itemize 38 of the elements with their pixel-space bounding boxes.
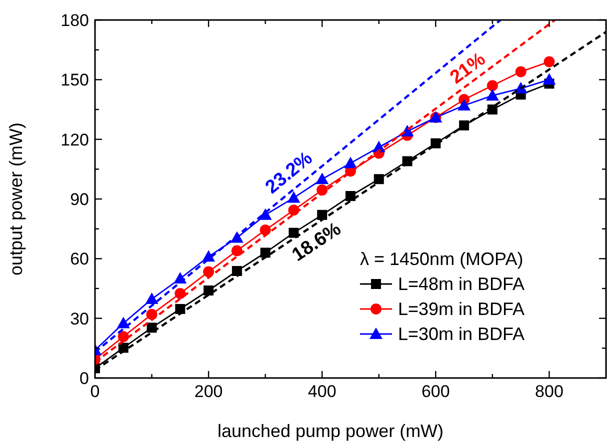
y-tick-label: 60 [70, 250, 89, 269]
y-tick-label: 120 [60, 130, 89, 150]
y-tick-label: 90 [70, 190, 89, 209]
point [258, 208, 272, 220]
point [346, 191, 356, 202]
point [317, 210, 328, 220]
legend-label: L=48m in BDFA [398, 274, 525, 294]
point [344, 156, 357, 168]
legend-label: L=39m in BDFA [398, 299, 525, 319]
point [174, 288, 186, 299]
point [544, 56, 555, 68]
point [515, 66, 526, 78]
x-tick-label: 800 [535, 382, 564, 401]
y-tick-label: 30 [70, 309, 89, 328]
annotation: 21% [446, 48, 490, 88]
point [231, 245, 242, 256]
x-tick-label: 600 [421, 382, 450, 401]
point [145, 292, 158, 304]
point [260, 224, 271, 236]
y-tick-label: 0 [80, 369, 89, 388]
point [486, 89, 499, 101]
legend-title: λ = 1450nm (MOPA) [360, 249, 524, 269]
point [458, 99, 471, 111]
point [116, 316, 130, 328]
point [204, 285, 214, 296]
x-tick-label: 200 [194, 382, 223, 401]
point [175, 304, 186, 314]
x-tick-label: 400 [308, 382, 336, 401]
y-axis-title: output power (mW) [6, 122, 26, 276]
point [260, 248, 270, 258]
point [203, 266, 214, 278]
legend-label: L=30m in BDFA [398, 324, 525, 344]
y-tick-label: 150 [60, 70, 89, 90]
point [542, 73, 556, 85]
y-tick-label: 180 [60, 11, 89, 30]
point [316, 172, 329, 184]
point [486, 80, 498, 92]
x-axis-title: launched pump power (mW) [217, 421, 444, 441]
